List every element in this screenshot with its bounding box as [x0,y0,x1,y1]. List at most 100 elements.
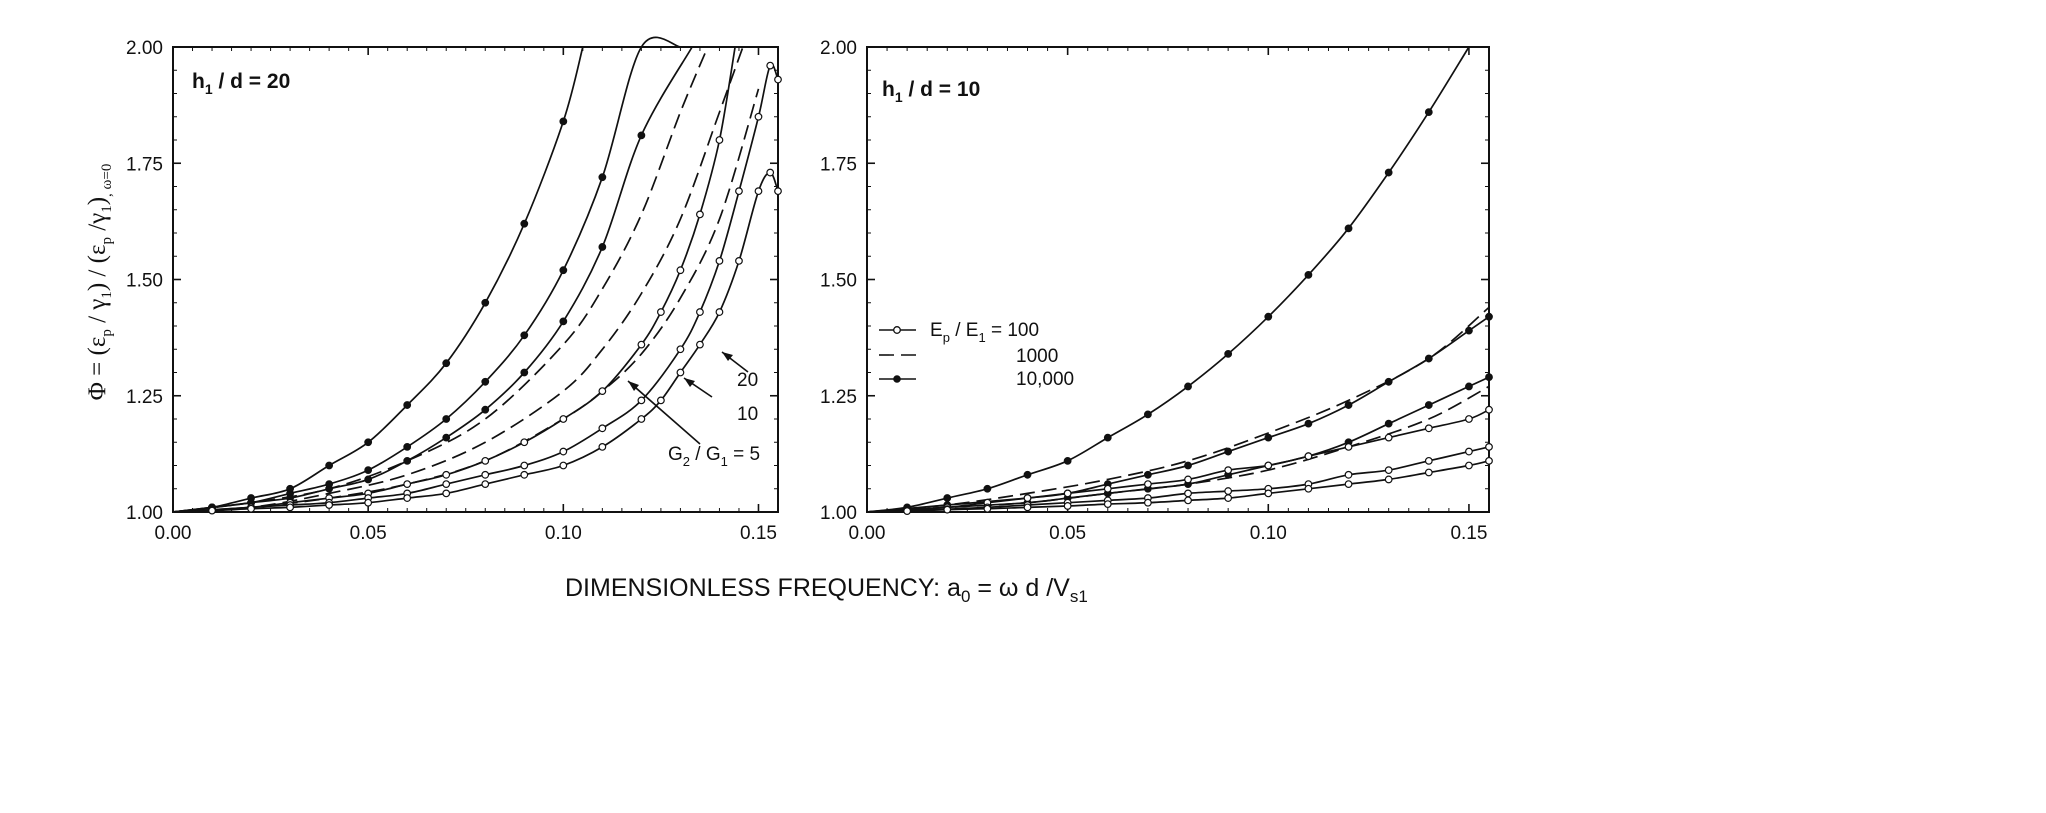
data-point [1224,350,1233,358]
legend-e: E [930,320,943,341]
xlabel-sub-0: 0 [960,587,971,606]
y-tick-label-2: 1.50 [126,271,163,292]
panel-label-right-h: h [882,78,895,101]
data-point [1485,405,1493,414]
data-point [637,396,646,405]
x-tick-label-2: 0.10 [1250,523,1287,544]
data-point [1485,312,1493,321]
y-tick-label-4: 2.00 [126,38,163,59]
data-point [325,501,334,509]
data-point [774,187,782,196]
data-point [1224,487,1233,495]
data-point [598,443,607,451]
data-point [1144,480,1152,489]
data-point [676,368,685,377]
data-point [481,470,490,479]
data-point [598,387,607,396]
annot-g-sub2: 1 [721,454,728,469]
ylabel-mid2: ) / (ε [84,244,111,292]
data-point [1063,489,1072,498]
annot-arrowhead-10 [684,378,695,387]
data-point [1103,433,1112,442]
data-point [1023,494,1032,502]
data-point [1344,480,1353,489]
data-point [1384,466,1393,475]
data-point [442,415,451,423]
data-point [364,498,373,507]
right-series [866,46,1493,515]
data-point [1264,312,1273,321]
data-point [1224,494,1233,502]
data-point [442,489,451,498]
y-tick-label-1: 1.25 [126,387,163,408]
right-ticks: 0.00 0.05 0.10 0.15 1.00 1.25 1.50 1.75 2.00 [820,38,1489,544]
data-point [637,415,646,423]
data-point [1063,456,1072,465]
data-point [983,484,992,493]
data-point [1184,496,1192,505]
y-tick-label-3: 1.75 [820,154,857,175]
legend-marker-open [893,326,901,334]
legend-e-mid: / E [950,320,979,341]
annot-label-10: 10 [737,404,758,425]
data-point [520,219,529,228]
chart-panel-left: 0.00 0.05 0.10 0.15 1.00 1.25 1.50 1.75 2.00 h1 … [126,36,782,544]
data-point [754,187,763,196]
data-point [247,504,255,513]
data-point [1344,401,1353,409]
panel-label-left-rest: / d = 20 [213,70,291,93]
annot-arrow-5 [627,380,701,445]
panel-label-right-sub: 1 [895,89,903,105]
x-tick-label-1: 0.05 [1049,523,1086,544]
data-point [403,480,412,489]
data-point [1264,489,1273,498]
data-point [559,447,568,456]
data-point [1224,466,1233,475]
data-point [1144,498,1152,507]
annot-label-20: 20 [737,370,758,391]
data-point [754,112,763,121]
y-axis-label: Φ = (εp / γ1) / (εp /γ1), ω=0 [84,164,116,401]
series-line-g20-ep10000 [866,46,1470,513]
annot-label-g2g1-5: G2 / G1 = 5 [668,444,760,469]
data-point [1485,443,1493,451]
legend: Ep / E1 = 100 1000 10,000 [879,320,1074,390]
data-point [286,503,294,512]
ylabel-eq: = (ε [84,336,111,383]
data-point [1063,502,1072,510]
annot-arrowhead-5 [628,381,639,391]
data-point [1184,382,1192,391]
data-point [598,243,607,251]
data-point [943,505,952,514]
data-point [403,494,412,502]
panel-label-right: h1 / d = 10 [882,78,980,105]
data-point [1384,419,1393,428]
xlabel-mid: = ω d /V [970,574,1070,602]
data-point [559,317,568,326]
annot-g-mid: / G [690,444,721,465]
data-point [774,75,782,84]
data-point [1465,447,1473,456]
data-point [637,340,646,349]
data-point [735,257,743,265]
left-series [172,36,782,515]
ylabel-phi: Φ [84,382,111,401]
data-point [598,424,607,433]
data-point [520,470,529,479]
data-point [676,345,685,354]
data-point [766,61,775,70]
series-line-g10-ep1000 [172,46,744,513]
ylabel-sub-p1: p [99,329,115,337]
data-point [520,368,529,377]
data-point [1264,433,1273,442]
data-point [481,298,490,307]
data-point [715,257,724,265]
data-point [657,308,665,316]
data-point [1424,401,1433,409]
data-point [1304,484,1313,493]
legend-e-sub-p: p [943,330,950,345]
legend-marker-filled [893,375,901,383]
data-point [1344,470,1353,479]
xlabel-text: DIMENSIONLESS FREQUENCY: a [565,574,961,602]
